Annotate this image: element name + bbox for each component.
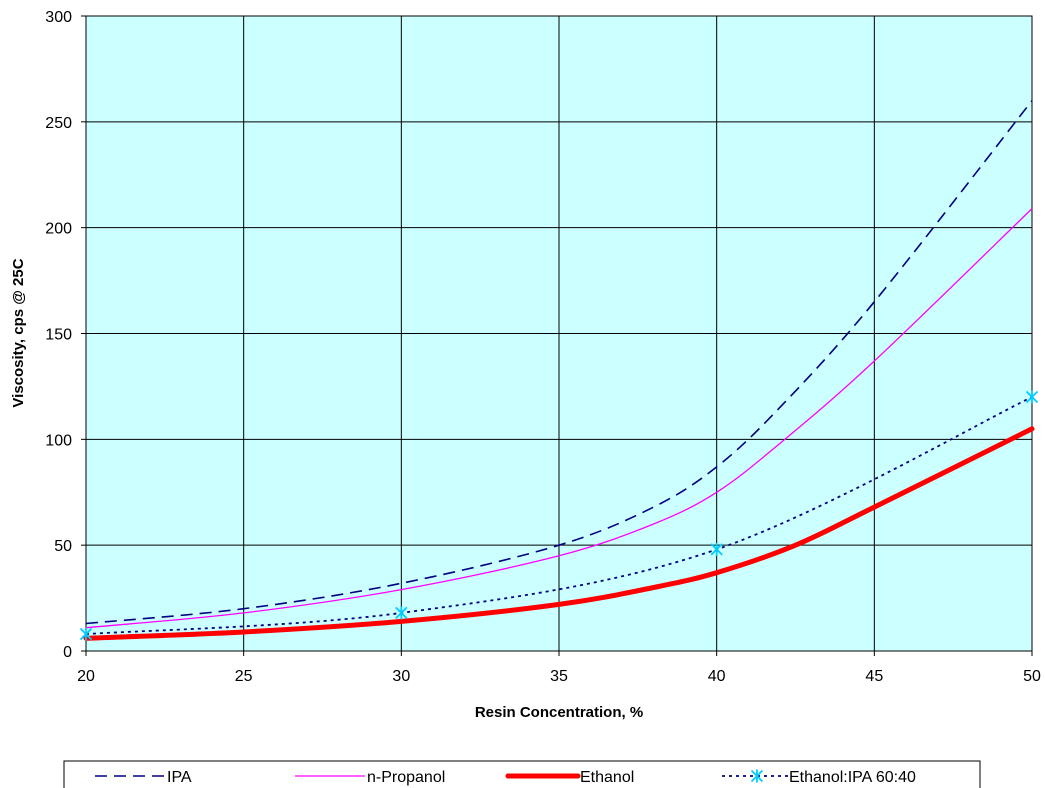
y-tick-label: 50 xyxy=(54,538,72,555)
series-point xyxy=(395,606,408,620)
x-tick-label: 40 xyxy=(708,668,726,685)
y-tick-label: 150 xyxy=(45,327,72,344)
y-tick-label: 250 xyxy=(45,115,72,132)
series-line xyxy=(85,100,1033,625)
series-line xyxy=(83,426,1035,641)
series-layer xyxy=(79,100,1039,641)
legend-label: IPA xyxy=(167,769,192,786)
series-line xyxy=(85,208,1033,629)
y-axis-title: Viscosity, cps @ 25C xyxy=(10,258,27,407)
legend-item: IPA xyxy=(95,769,192,786)
y-tick-label: 0 xyxy=(63,644,72,661)
series-point xyxy=(1025,390,1039,404)
legend-label: Ethanol xyxy=(580,769,634,786)
legend-item: Ethanol:IPA 60:40 xyxy=(722,769,916,786)
series-point xyxy=(79,627,93,641)
legend-item: n-Propanol xyxy=(295,769,445,786)
legend: IPA n-Propanol Ethanol Ethanol:IPA 60:40 xyxy=(63,760,981,788)
legend-label: n-Propanol xyxy=(367,769,445,786)
axis-ticks: 20 25 30 35 40 45 50 0 50 100 150 200 250 300 xyxy=(45,9,1041,685)
series-line xyxy=(85,396,1033,635)
x-tick-label: 20 xyxy=(77,668,95,685)
x-tick-label: 35 xyxy=(550,668,568,685)
y-tick-label: 300 xyxy=(45,9,72,26)
y-tick-label: 100 xyxy=(45,432,72,449)
x-tick-label: 45 xyxy=(865,668,883,685)
x-tick-label: 30 xyxy=(392,668,410,685)
y-tick-label: 200 xyxy=(45,221,72,238)
legend-label: Ethanol:IPA 60:40 xyxy=(789,769,916,786)
x-tick-label: 50 xyxy=(1023,668,1041,685)
x-axis-title: Resin Concentration, % xyxy=(475,704,643,721)
legend-item: Ethanol xyxy=(505,769,634,786)
x-tick-label: 25 xyxy=(235,668,253,685)
series-point xyxy=(710,542,723,556)
legend-marker xyxy=(750,769,764,783)
